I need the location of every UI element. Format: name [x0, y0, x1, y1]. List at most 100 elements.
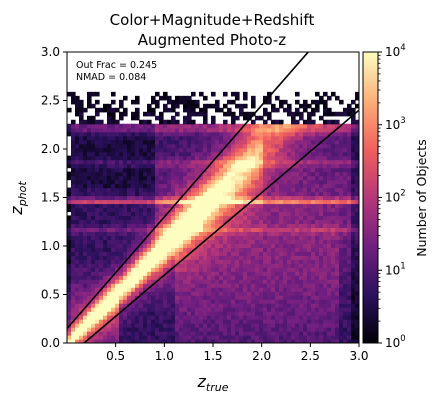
heatmap-cell [355, 147, 359, 153]
heatmap-cell [159, 303, 164, 308]
heatmap-cell [99, 251, 104, 256]
heatmap-cell [263, 175, 268, 181]
heatmap-cell [227, 111, 232, 117]
heatmap-cell [215, 271, 220, 276]
heatmap-cell [239, 291, 244, 296]
heatmap-cell [107, 187, 112, 193]
heatmap-cell [251, 179, 256, 185]
heatmap-cell [179, 163, 184, 169]
heatmap-cell [239, 199, 244, 205]
heatmap-cell [155, 155, 160, 161]
heatmap-cell [195, 219, 200, 225]
heatmap-cell [155, 135, 160, 141]
heatmap-cell [155, 315, 160, 320]
heatmap-cell [223, 267, 228, 272]
heatmap-cell [155, 299, 160, 304]
heatmap-cell [291, 207, 296, 213]
heatmap-cell [315, 163, 320, 169]
heatmap-cell [207, 267, 212, 272]
heatmap-cell [283, 155, 288, 161]
heatmap-cell [183, 235, 188, 240]
heatmap-cell [171, 323, 176, 328]
heatmap-cell [175, 311, 180, 316]
heatmap-cell [123, 155, 128, 161]
heatmap-cell [291, 143, 296, 149]
heatmap-cell [207, 155, 212, 161]
heatmap-cell [291, 131, 296, 137]
heatmap-cell [215, 143, 220, 149]
heatmap-cell [315, 135, 320, 141]
heatmap-cell [223, 131, 228, 137]
heatmap-cell [175, 335, 180, 340]
heatmap-cell [203, 215, 208, 221]
heatmap-cell [75, 271, 80, 276]
heatmap-cell [95, 255, 100, 260]
heatmap-cell [91, 287, 96, 292]
heatmap-cell [235, 195, 240, 201]
heatmap-cell [143, 179, 148, 185]
heatmap-cell [183, 275, 188, 280]
heatmap-cell [103, 151, 108, 157]
heatmap-cell [107, 139, 112, 145]
heatmap-cell [219, 239, 224, 244]
heatmap-cell [287, 195, 292, 201]
heatmap-cell [351, 123, 356, 129]
heatmap-cell [231, 131, 236, 137]
heatmap-cell [319, 123, 324, 129]
heatmap-cell [83, 231, 88, 236]
heatmap-cell [271, 223, 276, 228]
heatmap-cell [287, 183, 292, 189]
heatmap-cell [339, 307, 344, 312]
heatmap-cell [163, 167, 168, 173]
heatmap-cell [147, 259, 152, 264]
heatmap-cell [339, 251, 344, 256]
heatmap-cell [291, 123, 296, 129]
heatmap-cell [239, 131, 244, 137]
heatmap-cell [251, 147, 256, 153]
heatmap-cell [155, 331, 160, 336]
heatmap-cell [355, 119, 359, 125]
heatmap-cell [99, 183, 104, 189]
heatmap-cell [347, 335, 352, 340]
heatmap-cell [91, 247, 96, 252]
heatmap-cell [151, 179, 156, 185]
heatmap-cell [307, 167, 312, 173]
heatmap-cell [215, 131, 220, 137]
heatmap-cell [331, 307, 336, 312]
heatmap-cell [71, 275, 76, 280]
heatmap-cell [347, 243, 352, 248]
heatmap-cell [203, 323, 208, 328]
heatmap-cell [219, 275, 224, 280]
heatmap-cell [259, 315, 264, 320]
heatmap-cell [287, 143, 292, 149]
outlier-line-upper [67, 52, 310, 329]
heatmap-cell [351, 259, 356, 264]
heatmap-cell [75, 155, 80, 161]
heatmap-cell [187, 303, 192, 308]
heatmap-cell [343, 207, 348, 213]
heatmap-cell [107, 159, 112, 165]
heatmap-cell [323, 203, 328, 209]
heatmap-cell [251, 307, 256, 312]
heatmap-cell [91, 183, 96, 189]
heatmap-cell [211, 199, 216, 205]
heatmap-cell [267, 283, 272, 288]
heatmap-cell [283, 135, 288, 141]
heatmap-cell [135, 99, 140, 105]
heatmap-cell [263, 251, 268, 256]
heatmap-cell [139, 199, 144, 205]
heatmap-cell [347, 271, 352, 276]
heatmap-cell [107, 311, 112, 316]
heatmap-cell [199, 339, 204, 343]
heatmap-cell [171, 171, 176, 177]
heatmap-cell [291, 299, 296, 304]
heatmap-cell [147, 143, 152, 149]
heatmap-cell [99, 151, 104, 157]
heatmap-cell [163, 203, 168, 209]
heatmap-cell [95, 139, 100, 145]
heatmap-cell [211, 91, 216, 97]
heatmap-cell [127, 135, 132, 141]
heatmap-cell [123, 255, 128, 260]
heatmap-cell [199, 135, 204, 141]
heatmap-cell [99, 239, 104, 244]
